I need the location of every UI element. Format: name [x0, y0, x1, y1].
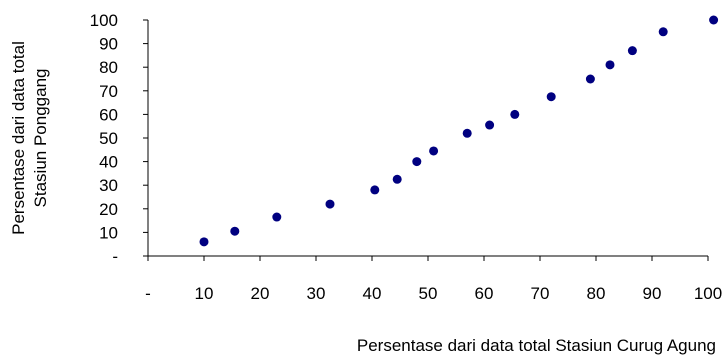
data-point — [546, 92, 556, 102]
x-tick-label: 60 — [475, 284, 494, 303]
x-tick-label: 90 — [643, 284, 662, 303]
y-tick-label: 40 — [99, 153, 118, 172]
axes — [147, 20, 708, 257]
data-point — [658, 27, 668, 37]
x-tick-label: 50 — [419, 284, 438, 303]
y-axis-title: Persentase dari data total Stasiun Pongga… — [9, 41, 50, 235]
y-tick-label: 60 — [99, 105, 118, 124]
x-ticks: - 10 20 30 40 50 60 70 80 90 100 — [145, 256, 722, 303]
data-point — [627, 46, 637, 56]
x-tick-label: 100 — [694, 284, 722, 303]
data-points — [199, 15, 719, 247]
data-point — [510, 109, 520, 119]
x-tick-label: 20 — [251, 284, 270, 303]
data-point — [709, 15, 719, 25]
x-tick-label: 80 — [587, 284, 606, 303]
x-tick-label: 70 — [531, 284, 550, 303]
data-point — [429, 146, 439, 156]
x-axis-title: Persentase dari data total Stasiun Curug… — [357, 336, 716, 355]
data-point — [462, 128, 472, 138]
y-ticks: - 10 20 30 40 50 60 70 80 90 100 — [90, 11, 148, 266]
y-axis-title-line: Persentase dari data total — [9, 41, 28, 235]
data-point — [392, 174, 402, 184]
y-axis-title-line: Stasiun Ponggang — [31, 69, 50, 208]
y-tick-label: 10 — [99, 223, 118, 242]
data-point — [605, 60, 615, 70]
y-tick-label: 100 — [90, 11, 118, 30]
y-tick-label: 20 — [99, 200, 118, 219]
x-tick-label: 40 — [363, 284, 382, 303]
x-tick-label: 10 — [195, 284, 214, 303]
data-point — [230, 226, 240, 236]
y-tick-label: 30 — [99, 176, 118, 195]
data-point — [272, 212, 282, 222]
data-point — [485, 120, 495, 130]
data-point — [412, 157, 422, 167]
data-point — [370, 185, 380, 195]
y-tick-label: 70 — [99, 82, 118, 101]
x-tick-label: 30 — [307, 284, 326, 303]
data-point — [325, 199, 335, 209]
y-tick-label: 50 — [99, 129, 118, 148]
y-tick-label: - — [112, 247, 118, 266]
y-tick-label: 80 — [99, 58, 118, 77]
y-tick-label: 90 — [99, 35, 118, 54]
x-tick-label: - — [145, 284, 151, 303]
data-point — [585, 74, 595, 84]
data-point — [199, 237, 209, 247]
